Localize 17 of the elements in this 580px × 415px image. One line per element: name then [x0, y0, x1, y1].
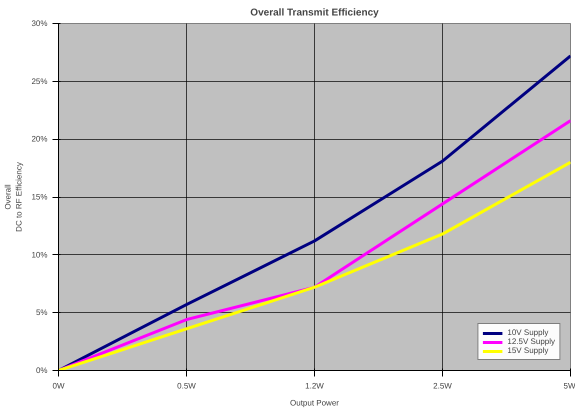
legend-label: 12.5V Supply [507, 337, 555, 346]
y-tick-label: 10% [31, 250, 48, 260]
y-tick-label: 20% [31, 134, 48, 144]
y-tick-label: 0% [36, 366, 48, 375]
x-tick-label: 0.5W [177, 382, 196, 390]
y-tick-label: 5% [36, 308, 48, 318]
x-axis-title: Output Power [290, 398, 340, 408]
legend-label: 15V Supply [507, 346, 548, 355]
x-tick-label: 1.2W [305, 382, 324, 390]
legend-label: 10V Supply [507, 328, 548, 337]
x-tick-label: 0W [52, 382, 65, 390]
y-axis-title: Overall DC to RF Efficiency [4, 162, 24, 232]
y-tick-label: 15% [31, 192, 48, 202]
y-tick-label: 30% [31, 19, 48, 28]
chart-title: Overall Transmit Efficiency [250, 8, 380, 18]
x-tick-label: 2.5W [433, 382, 452, 390]
y-tick-label: 25% [31, 76, 48, 86]
